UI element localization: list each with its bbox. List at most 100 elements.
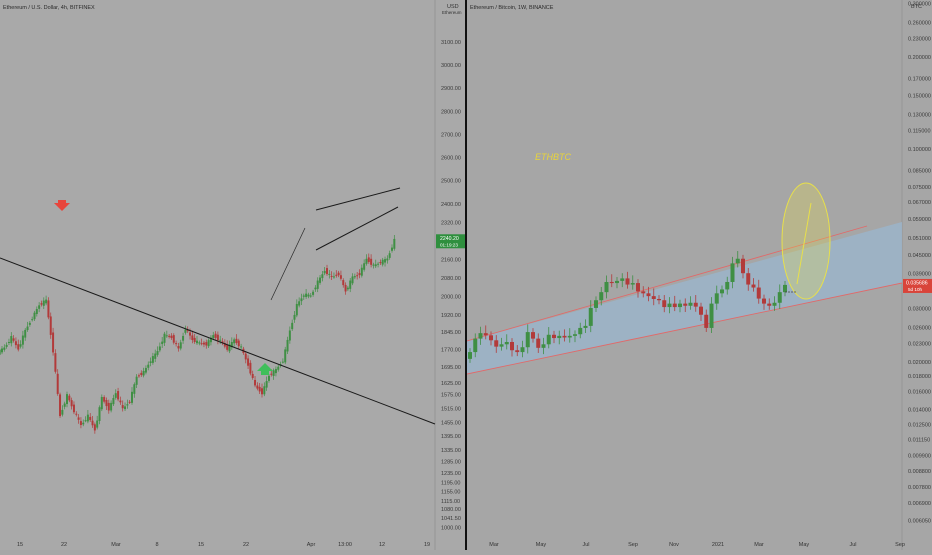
projection-ellipse[interactable] <box>781 182 831 300</box>
candle-body <box>226 344 229 350</box>
wedge-lower-line[interactable] <box>315 206 399 251</box>
candle-body <box>346 287 349 290</box>
candle-body <box>140 372 143 376</box>
ethbtc-chart-pane[interactable]: 0.300000 0.260000 0.230000 0.200000 0.170000… <box>466 0 932 550</box>
candle-body <box>72 404 75 413</box>
candle-body <box>28 322 31 325</box>
candle-body <box>54 353 57 372</box>
short-upward-line[interactable] <box>270 227 306 301</box>
candle-body <box>5 344 8 347</box>
y-tick-label: 1155.00 <box>441 490 460 496</box>
candle-body <box>270 373 273 375</box>
candle-body <box>274 368 277 374</box>
candle-body <box>625 278 630 285</box>
y-tick-label: 0.007800 <box>908 485 931 491</box>
candle-body <box>298 301 301 306</box>
price-tag-value: 2240.20 <box>440 236 459 242</box>
candle-body <box>594 300 598 308</box>
descending-trendline[interactable] <box>0 257 436 425</box>
candle-body <box>182 335 185 341</box>
candle-body <box>59 394 62 417</box>
candle-body <box>221 341 224 344</box>
candle-body <box>126 404 129 406</box>
candle-body <box>240 346 243 348</box>
candle-body <box>468 352 472 359</box>
candle-body <box>335 274 338 276</box>
candle-body <box>342 280 345 286</box>
pane-divider[interactable] <box>465 0 467 550</box>
price-tag-value: 0.035686 <box>906 280 928 286</box>
candle-body <box>393 238 396 249</box>
candle-body <box>156 351 159 355</box>
candle-body <box>358 273 361 275</box>
candle-body <box>219 339 222 341</box>
candle-body <box>305 293 308 297</box>
y-tick-label: 2000.00 <box>441 294 461 300</box>
candle-body <box>124 406 127 410</box>
candle-body <box>370 258 373 265</box>
x-tick-label: 15 <box>17 542 23 548</box>
candle-body <box>237 340 240 347</box>
channel-upper-line[interactable] <box>466 225 868 342</box>
x-tick-label: May <box>799 542 810 548</box>
ethbtc-chart[interactable]: 0.300000 0.260000 0.230000 0.200000 0.170000… <box>466 0 932 550</box>
candle-body <box>353 276 356 278</box>
wedge-upper-line[interactable] <box>315 187 401 211</box>
candle-body <box>151 356 154 363</box>
y-tick-label: 0.045000 <box>908 253 931 259</box>
candle-body <box>557 335 562 339</box>
candle-body <box>135 376 138 385</box>
candle-body <box>261 388 263 395</box>
candle-body <box>646 293 651 297</box>
candle-body <box>265 381 268 388</box>
x-tick-label: Mar <box>111 542 121 548</box>
ethusd-chart[interactable]: 3100.00 3000.00 2900.00 2800.00 2700.00 2600.… <box>0 0 465 550</box>
candle-body <box>131 391 133 403</box>
candle-body <box>110 402 113 411</box>
candle-body <box>121 405 124 409</box>
y-tick-label: 0.020000 <box>908 360 931 366</box>
x-tick-label: Mar <box>489 542 499 548</box>
candle-body <box>267 375 270 381</box>
candle-body <box>756 287 761 299</box>
candle-body <box>256 385 259 389</box>
candle-body <box>552 334 556 339</box>
candle-body <box>254 379 257 386</box>
candle-body <box>667 303 672 308</box>
candle-body <box>374 264 377 267</box>
candle-body <box>202 342 205 345</box>
ethusd-chart-pane[interactable]: 3100.00 3000.00 2900.00 2800.00 2700.00 2600.… <box>0 0 465 550</box>
candle-body <box>772 302 777 306</box>
candle-body <box>651 296 656 299</box>
candle-body <box>47 300 50 318</box>
candle-body <box>233 339 236 344</box>
candle-body <box>483 333 488 336</box>
y-tick-label: 1041.50 <box>441 516 461 522</box>
y-tick-label: 1625.00 <box>441 381 461 387</box>
candle-body <box>337 272 340 276</box>
candle-body <box>360 267 363 276</box>
candle-body <box>783 284 787 293</box>
candle-body <box>478 333 483 339</box>
candle-body <box>349 280 352 289</box>
y-tick-label: 0.115000 <box>908 128 931 134</box>
candle-body <box>77 417 80 420</box>
candle-body <box>244 353 247 360</box>
candle-body <box>777 292 782 303</box>
candle-body <box>391 247 393 251</box>
projection-line[interactable] <box>796 202 812 285</box>
candle-body <box>200 343 203 345</box>
y-tick-label: 0.006050 <box>908 519 931 525</box>
candle-body <box>735 258 740 264</box>
chart-title: Ethereum / Bitcoin, 1W, BINANCE <box>470 5 554 11</box>
candle-body <box>26 326 29 331</box>
candle-body <box>672 303 677 308</box>
candle-body <box>307 294 310 297</box>
x-tick-label: 15 <box>198 542 204 548</box>
candle-body <box>142 370 145 376</box>
channel-lower-line[interactable] <box>466 282 903 375</box>
candle-body <box>302 295 305 297</box>
candle-body <box>326 268 328 275</box>
y-tick-label: 0.018000 <box>908 374 931 380</box>
y-tick-label: 0.039000 <box>908 272 931 278</box>
